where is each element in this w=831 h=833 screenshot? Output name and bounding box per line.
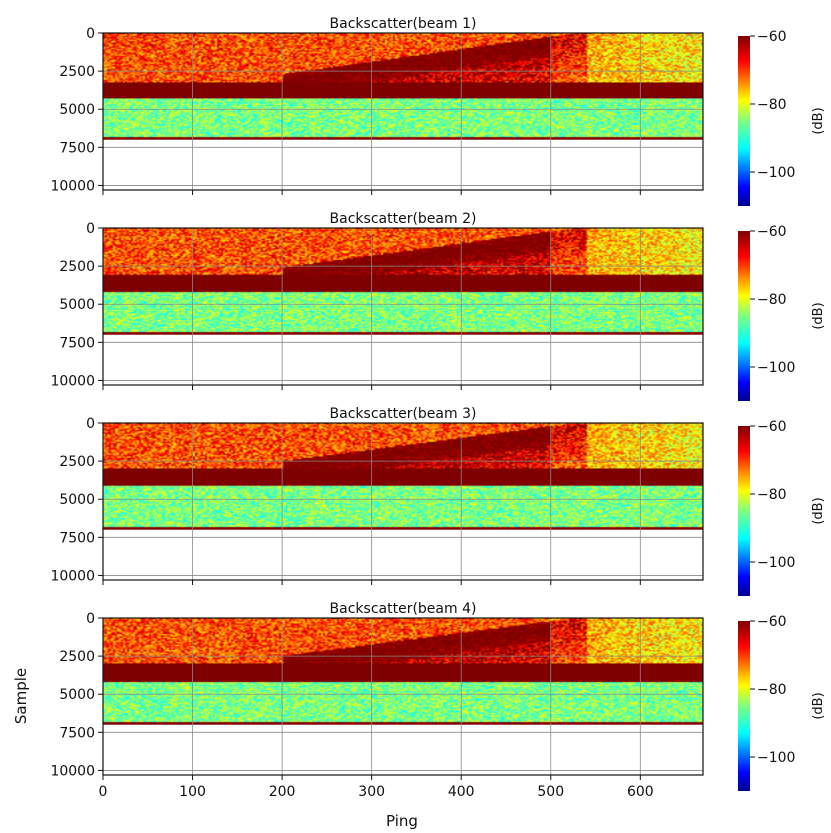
colorbar-label: (dB) [811,497,826,524]
y-tick-label: 2500 [59,259,95,275]
heatmap-image [103,33,703,140]
x-tick-label: 0 [99,784,108,800]
colorbar [738,621,750,791]
y-tick-label: 5000 [59,687,95,703]
axes-frame [102,32,704,191]
colorbar-tick-label: −100 [757,750,795,766]
panel-title: Backscatter(beam 3) [330,406,477,422]
y-tick-label: 10000 [50,373,95,389]
colorbar [738,36,750,206]
axes-frame [102,422,704,581]
colorbar [738,426,750,596]
panel-beam-1: Backscatter(beam 1) 0 2500 5000 7500 10000 −60… [50,16,826,206]
colorbar-label: (dB) [811,107,826,134]
colorbar-tick-label: −100 [757,360,795,376]
colorbar [738,231,750,401]
y-tick-label: 0 [86,26,95,42]
y-tick-label: 5000 [59,102,95,118]
colorbar-tick-label: −100 [757,165,795,181]
panel-title: Backscatter(beam 1) [330,16,477,32]
colorbar-label: (dB) [811,692,826,719]
y-tick-label: 2500 [59,454,95,470]
y-tick-label: 10000 [50,763,95,779]
y-tick-label: 5000 [59,297,95,313]
colorbar-tick-label: −60 [757,29,787,45]
colorbar-tick-label: −80 [757,487,787,503]
y-tick-label: 0 [86,611,95,627]
colorbar-tick-label: −100 [757,555,795,571]
panel-beam-2: Backscatter(beam 2) 0 2500 5000 7500 10000 −60… [50,211,826,401]
colorbar-tick-label: −60 [757,224,787,240]
y-axis-label: Sample [12,668,30,724]
x-axis-label: Ping [386,812,418,830]
x-tick-label: 300 [358,784,385,800]
colorbar-label: (dB) [811,302,826,329]
y-tick-label: 2500 [59,64,95,80]
y-tick-label: 10000 [50,178,95,194]
heatmap-image [103,618,703,725]
x-tick-label: 500 [537,784,564,800]
y-tick-label: 7500 [59,335,95,351]
panel-title: Backscatter(beam 4) [330,601,477,617]
colorbar-tick-label: −80 [757,682,787,698]
colorbar-tick-label: −60 [757,614,787,630]
x-tick-label: 100 [179,784,206,800]
y-tick-label: 2500 [59,649,95,665]
x-tick-label: 200 [269,784,296,800]
y-tick-label: 7500 [59,530,95,546]
heatmap-image [103,228,703,335]
panel-beam-3: Backscatter(beam 3) 0 2500 5000 7500 10000 −60… [50,406,826,596]
colorbar-tick-label: −60 [757,419,787,435]
axes-frame [102,617,704,776]
y-tick-label: 7500 [59,725,95,741]
colorbar-tick-label: −80 [757,97,787,113]
colorbar-tick-label: −80 [757,292,787,308]
y-tick-label: 0 [86,416,95,432]
panel-title: Backscatter(beam 2) [330,211,477,227]
axes-frame [102,227,704,386]
y-tick-label: 5000 [59,492,95,508]
x-tick-label: 600 [627,784,654,800]
heatmap-image [103,423,703,530]
y-tick-label: 0 [86,221,95,237]
y-tick-label: 10000 [50,568,95,584]
y-tick-label: 7500 [59,140,95,156]
x-tick-label: 400 [448,784,475,800]
